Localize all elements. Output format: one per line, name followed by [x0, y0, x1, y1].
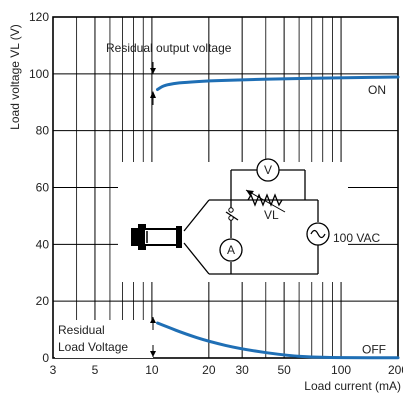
variable-resistor-arrow [245, 189, 286, 213]
plot-frame [52, 16, 399, 359]
x-tick-label: 5 [92, 363, 99, 377]
variable-resistor [247, 193, 283, 207]
y-tick-label: 100 [29, 67, 49, 81]
series-label-on: ON [368, 83, 386, 97]
residual-load-label-line1: Residual [58, 323, 105, 337]
ac-source-label: 100 VAC [333, 231, 380, 245]
ac-source-wave [310, 229, 326, 239]
circuit-load-label: VL [264, 208, 279, 222]
voltmeter-label: V [264, 163, 272, 177]
x-tick-label: 200 [388, 363, 403, 377]
y-tick-label: 60 [36, 181, 50, 195]
variable-resistor-arrowhead [246, 190, 254, 196]
voltmeter-symbol [256, 158, 280, 182]
residual-load-label-bg [55, 320, 153, 358]
residual-output-arrowhead-down [150, 91, 156, 98]
residual-output-label: Residual output voltage [106, 41, 232, 55]
circuit-background [118, 162, 348, 282]
y-tick-label: 120 [29, 10, 49, 24]
y-tick-label: 0 [42, 351, 49, 365]
tick-labels: 3 5 10 20 30 50 100 200 0 20 40 60 80 100 120 [29, 10, 403, 377]
ammeter-label: A [227, 243, 235, 257]
x-tick-label: 3 [50, 363, 57, 377]
y-tick-label: 20 [36, 294, 50, 308]
y-tick-label: 40 [36, 237, 50, 251]
x-tick-label: 10 [145, 363, 159, 377]
x-axis-label: Load current (mA) [304, 379, 401, 393]
residual-load-label-line2: Load Voltage [58, 340, 128, 354]
switch-contact-top [228, 207, 234, 213]
switch-contact-bottom [228, 215, 234, 221]
series-labels: ON OFF [362, 83, 386, 357]
x-tick-label: 20 [202, 363, 216, 377]
sensor-icon [131, 224, 182, 250]
residual-output-arrowhead-up [150, 68, 156, 74]
x-tick-label: 30 [235, 363, 249, 377]
residual-load-arrowhead-top [150, 317, 156, 323]
series-line-on [156, 75, 400, 91]
series-line-off [156, 321, 400, 360]
x-tick-label: 100 [331, 363, 351, 377]
residual-load-arrowhead-bottom [150, 351, 156, 357]
series-layer [156, 75, 400, 360]
y-axis-label: Load voltage VL (V) [8, 24, 22, 130]
series-label-off: OFF [362, 343, 386, 357]
y-tick-label: 80 [36, 124, 50, 138]
circuit-diagram: VL V A 100 VAC [118, 158, 380, 282]
x-tick-label: 50 [277, 363, 291, 377]
ammeter-symbol [219, 238, 243, 262]
